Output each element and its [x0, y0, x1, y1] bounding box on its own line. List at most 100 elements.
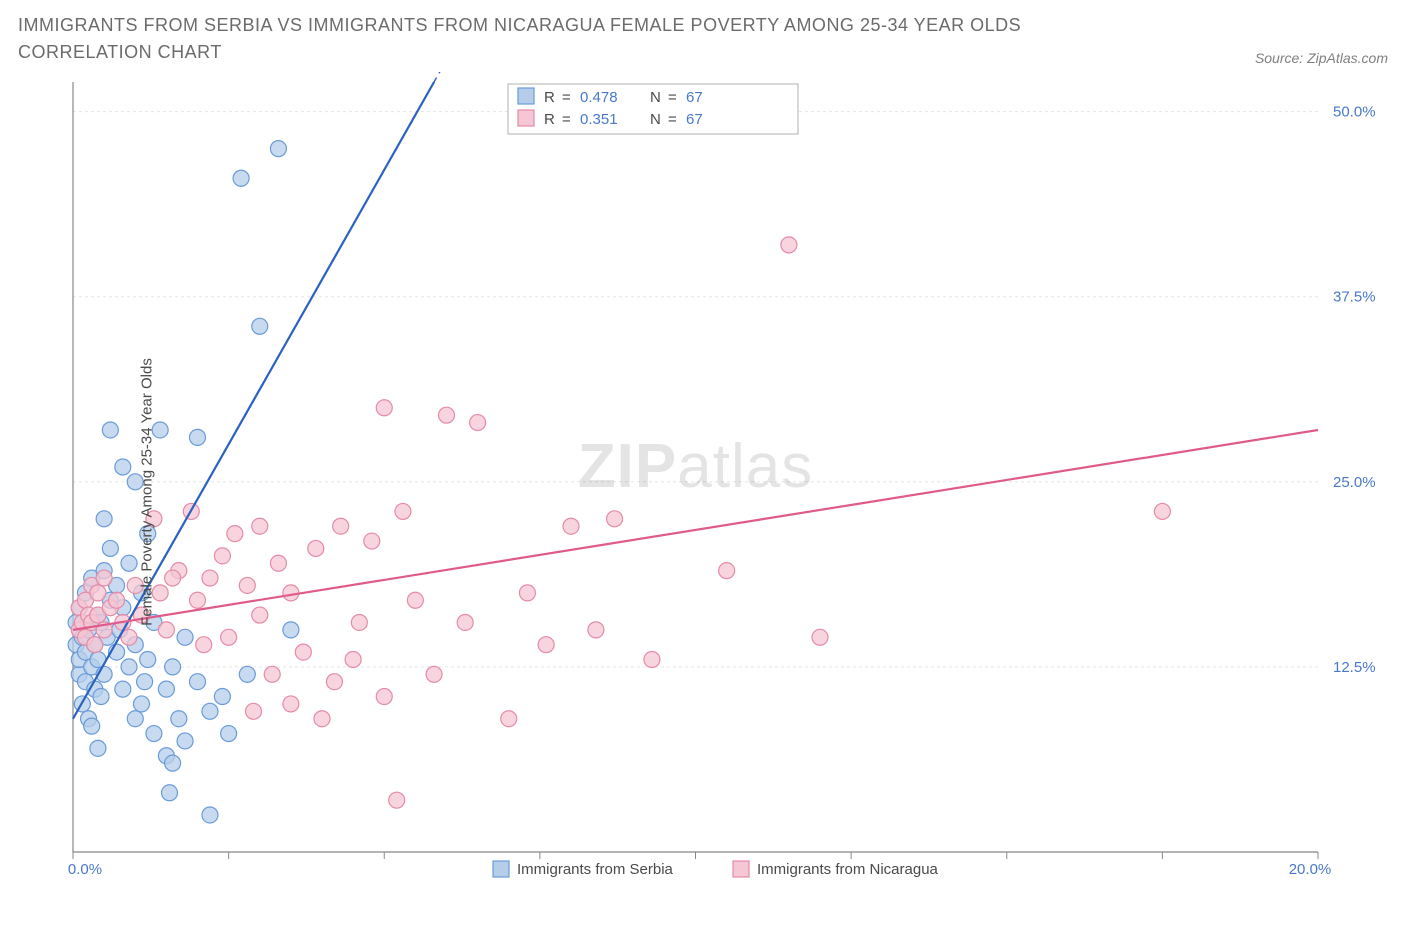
data-point — [140, 652, 156, 668]
data-point — [470, 415, 486, 431]
data-point — [239, 577, 255, 593]
data-point — [165, 570, 181, 586]
data-point — [161, 785, 177, 801]
data-point — [115, 681, 131, 697]
data-point — [246, 703, 262, 719]
data-point — [109, 592, 125, 608]
x-tick-label: 0.0% — [68, 861, 102, 878]
data-point — [87, 637, 103, 653]
svg-text:N: N — [650, 111, 661, 128]
svg-text:0.351: 0.351 — [580, 111, 618, 128]
data-point — [501, 711, 517, 727]
data-point — [146, 726, 162, 742]
data-point — [457, 614, 473, 630]
legend-swatch — [733, 861, 749, 877]
data-point — [252, 318, 268, 334]
legend-label: Immigrants from Nicaragua — [757, 861, 939, 878]
data-point — [264, 666, 280, 682]
source-attribution: Source: ZipAtlas.com — [1255, 50, 1388, 66]
data-point — [283, 585, 299, 601]
data-point — [376, 689, 392, 705]
data-point — [519, 585, 535, 601]
scatter-chart: 12.5%25.0%37.5%50.0%0.0%20.0%ZIPatlasR=0… — [18, 72, 1388, 912]
data-point — [345, 652, 361, 668]
svg-text:0.478: 0.478 — [580, 89, 618, 106]
data-point — [283, 622, 299, 638]
data-point — [270, 141, 286, 157]
data-point — [158, 622, 174, 638]
data-point — [426, 666, 442, 682]
data-point — [190, 674, 206, 690]
svg-text:N: N — [650, 89, 661, 106]
y-tick-label: 12.5% — [1333, 659, 1376, 676]
stats-legend: R=0.478N=67R=0.351N=67 — [508, 84, 798, 134]
data-point — [351, 614, 367, 630]
data-point — [165, 755, 181, 771]
data-point — [538, 637, 554, 653]
svg-text:R: R — [544, 89, 555, 106]
chart-title: IMMIGRANTS FROM SERBIA VS IMMIGRANTS FRO… — [18, 12, 1118, 66]
data-point — [84, 718, 100, 734]
data-point — [202, 807, 218, 823]
data-point — [1154, 503, 1170, 519]
data-point — [333, 518, 349, 534]
data-point — [102, 540, 118, 556]
data-point — [121, 659, 137, 675]
data-point — [221, 629, 237, 645]
legend-swatch — [493, 861, 509, 877]
x-tick-label: 20.0% — [1289, 861, 1332, 878]
data-point — [171, 711, 187, 727]
data-point — [90, 585, 106, 601]
y-axis-label: Female Poverty Among 25-34 Year Olds — [138, 358, 155, 626]
data-point — [389, 792, 405, 808]
data-point — [127, 711, 143, 727]
data-point — [607, 511, 623, 527]
data-point — [364, 533, 380, 549]
data-point — [295, 644, 311, 660]
data-point — [202, 570, 218, 586]
data-point — [214, 689, 230, 705]
data-point — [115, 459, 131, 475]
data-point — [177, 629, 193, 645]
data-point — [202, 703, 218, 719]
data-point — [439, 407, 455, 423]
data-point — [308, 540, 324, 556]
data-point — [252, 607, 268, 623]
data-point — [270, 555, 286, 571]
svg-text:=: = — [668, 111, 677, 128]
data-point — [90, 740, 106, 756]
svg-text:67: 67 — [686, 111, 703, 128]
chart-header: IMMIGRANTS FROM SERBIA VS IMMIGRANTS FRO… — [18, 12, 1388, 66]
data-point — [177, 733, 193, 749]
data-point — [165, 659, 181, 675]
data-point — [158, 681, 174, 697]
data-point — [196, 637, 212, 653]
svg-text:67: 67 — [686, 89, 703, 106]
data-point — [233, 170, 249, 186]
data-point — [227, 526, 243, 542]
data-point — [781, 237, 797, 253]
data-point — [283, 696, 299, 712]
legend-label: Immigrants from Serbia — [517, 861, 674, 878]
data-point — [133, 696, 149, 712]
data-point — [190, 429, 206, 445]
svg-text:=: = — [562, 89, 571, 106]
data-point — [326, 674, 342, 690]
y-tick-label: 25.0% — [1333, 474, 1376, 491]
data-point — [588, 622, 604, 638]
data-point — [395, 503, 411, 519]
data-point — [102, 422, 118, 438]
data-point — [121, 555, 137, 571]
data-point — [221, 726, 237, 742]
data-point — [407, 592, 423, 608]
watermark: ZIPatlas — [578, 432, 813, 501]
chart-container: Female Poverty Among 25-34 Year Olds 12.… — [18, 72, 1388, 912]
data-point — [563, 518, 579, 534]
data-point — [96, 570, 112, 586]
data-point — [812, 629, 828, 645]
y-tick-label: 50.0% — [1333, 104, 1376, 121]
data-point — [93, 689, 109, 705]
data-point — [376, 400, 392, 416]
data-point — [719, 563, 735, 579]
svg-text:R: R — [544, 111, 555, 128]
